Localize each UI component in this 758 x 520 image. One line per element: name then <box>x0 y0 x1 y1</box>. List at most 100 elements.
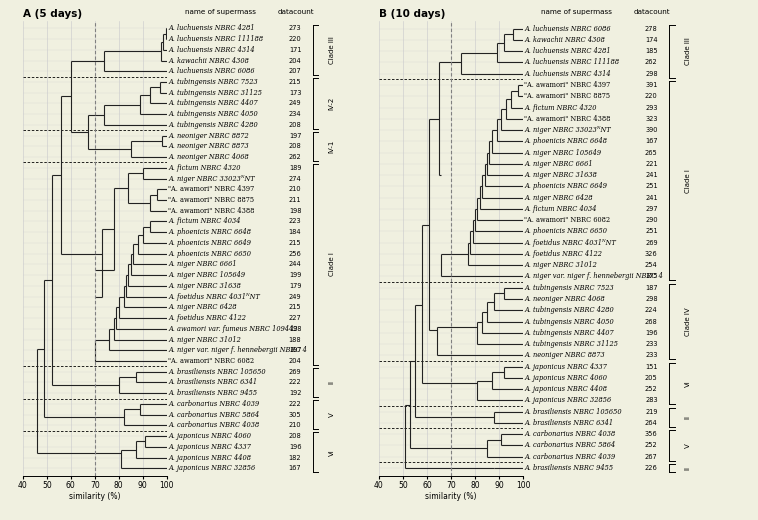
Text: Clade III: Clade III <box>684 37 691 65</box>
Text: "A. awamori" NBRC 4388: "A. awamori" NBRC 4388 <box>168 207 255 215</box>
Text: A. neoniger NBRC 4068: A. neoniger NBRC 4068 <box>525 295 605 303</box>
Text: A. neoniger NBRC 8873: A. neoniger NBRC 8873 <box>525 352 605 359</box>
Text: A. foetidus NBRC 4031ᴺNT: A. foetidus NBRC 4031ᴺNT <box>525 239 616 246</box>
Text: 298: 298 <box>645 71 658 77</box>
Text: A. tubingensis NBRC 31125: A. tubingensis NBRC 31125 <box>525 340 619 348</box>
Text: A. tubingensis NBRC 4280: A. tubingensis NBRC 4280 <box>525 306 614 314</box>
Text: 173: 173 <box>289 89 302 96</box>
Text: 262: 262 <box>645 59 658 66</box>
Text: 207: 207 <box>289 68 302 74</box>
Text: 297: 297 <box>645 206 658 212</box>
Text: 196: 196 <box>645 330 658 336</box>
X-axis label: similarity (%): similarity (%) <box>69 492 121 501</box>
Text: A. carbonarius NBRC 5864: A. carbonarius NBRC 5864 <box>525 441 615 449</box>
Text: 204: 204 <box>289 58 302 63</box>
Text: A. carbonarius NBRC 4039: A. carbonarius NBRC 4039 <box>168 400 259 408</box>
Text: name of supermass: name of supermass <box>540 9 612 15</box>
Text: 252: 252 <box>645 443 658 448</box>
Text: 215: 215 <box>289 79 302 85</box>
Text: A (5 days): A (5 days) <box>23 9 82 19</box>
Text: A. neoniger NBRC 4068: A. neoniger NBRC 4068 <box>168 153 249 161</box>
Text: 356: 356 <box>645 431 658 437</box>
Text: A. tubingensis NBRC 4050: A. tubingensis NBRC 4050 <box>525 318 614 326</box>
Text: A. japonicus NBRC 4408: A. japonicus NBRC 4408 <box>525 385 607 393</box>
Text: 234: 234 <box>289 111 302 117</box>
Text: A. phoenicis NBRC 6648: A. phoenicis NBRC 6648 <box>525 137 607 145</box>
Text: datacount: datacount <box>277 9 314 15</box>
Text: 187: 187 <box>645 285 658 291</box>
Text: 222: 222 <box>289 401 302 407</box>
Text: 210: 210 <box>289 186 302 192</box>
Text: 220: 220 <box>645 93 658 99</box>
Text: A. luchuensis NBRC 4281: A. luchuensis NBRC 4281 <box>168 24 255 32</box>
Text: "A. awamori" NBRC 4388: "A. awamori" NBRC 4388 <box>525 115 611 123</box>
Text: A. niger NBRC 6661: A. niger NBRC 6661 <box>525 160 593 168</box>
Text: A. luchuensis NBRC 4281: A. luchuensis NBRC 4281 <box>525 47 611 55</box>
Text: A. phoenicis NBRC 6649: A. phoenicis NBRC 6649 <box>525 183 607 190</box>
Text: 211: 211 <box>289 197 302 203</box>
Text: 179: 179 <box>289 283 302 289</box>
Text: V: V <box>328 412 334 417</box>
Text: A. niger NBRC 31012: A. niger NBRC 31012 <box>525 261 597 269</box>
Text: 189: 189 <box>289 165 302 171</box>
Text: A. brasiliensis NBRC 6341: A. brasiliensis NBRC 6341 <box>525 419 613 427</box>
Text: A. fictum NBRC 4034: A. fictum NBRC 4034 <box>525 205 597 213</box>
Text: A. foetidus NBRC 4122: A. foetidus NBRC 4122 <box>168 314 246 322</box>
Text: 222: 222 <box>289 380 302 385</box>
Text: A. niger NBRC 6661: A. niger NBRC 6661 <box>168 261 236 268</box>
Text: A. tubingensis NBRC 4050: A. tubingensis NBRC 4050 <box>168 110 258 118</box>
Text: 262: 262 <box>289 154 302 160</box>
Text: A. carbonarius NBRC 4038: A. carbonarius NBRC 4038 <box>168 421 259 430</box>
Text: A. foetidus NBRC 4031ᴺNT: A. foetidus NBRC 4031ᴺNT <box>168 293 260 301</box>
Text: 251: 251 <box>645 228 658 235</box>
Text: B (10 days): B (10 days) <box>379 9 446 19</box>
Text: V: V <box>684 443 691 448</box>
Text: A. brasiliensis NBRC 9455: A. brasiliensis NBRC 9455 <box>168 389 257 397</box>
Text: 215: 215 <box>289 240 302 246</box>
Text: VI: VI <box>328 449 334 456</box>
Text: A. brasiliensis NBRC 105650: A. brasiliensis NBRC 105650 <box>168 368 266 376</box>
Text: A. neoniger NBRC 8872: A. neoniger NBRC 8872 <box>168 132 249 140</box>
Text: 224: 224 <box>645 307 658 313</box>
Text: "A. awamori" NBRC 4397: "A. awamori" NBRC 4397 <box>525 81 611 89</box>
Text: A. niger NBRC 31638: A. niger NBRC 31638 <box>168 282 241 290</box>
Text: A. carbonarius NBRC 4038: A. carbonarius NBRC 4038 <box>525 430 615 438</box>
Text: Clade I: Clade I <box>684 169 691 193</box>
Text: "A. awamori" NBRC 4397: "A. awamori" NBRC 4397 <box>168 185 255 193</box>
Text: A. niger NBRC 33023ᴺNT: A. niger NBRC 33023ᴺNT <box>168 175 255 183</box>
Text: 249: 249 <box>289 294 302 300</box>
Text: A. fictum NBRC 4320: A. fictum NBRC 4320 <box>525 103 597 111</box>
Text: 290: 290 <box>645 217 658 223</box>
Text: 223: 223 <box>289 218 302 225</box>
Text: 196: 196 <box>289 444 302 450</box>
Text: 269: 269 <box>645 240 658 245</box>
Text: A. foetidus NBRC 4122: A. foetidus NBRC 4122 <box>525 250 603 258</box>
Text: IV-2: IV-2 <box>328 97 334 110</box>
Text: A. niger NBRC 31638: A. niger NBRC 31638 <box>525 171 597 179</box>
Text: 390: 390 <box>645 127 658 133</box>
Text: 185: 185 <box>645 48 658 54</box>
Text: 323: 323 <box>645 116 658 122</box>
Text: 283: 283 <box>645 397 658 404</box>
Text: A. tubingensis NBRC 4407: A. tubingensis NBRC 4407 <box>168 99 258 108</box>
Text: 182: 182 <box>289 454 302 461</box>
Text: A. kawachii NBRC 4308: A. kawachii NBRC 4308 <box>168 57 249 64</box>
Text: A. phoenicis NBRC 6648: A. phoenicis NBRC 6648 <box>168 228 251 236</box>
Text: 215: 215 <box>289 304 302 310</box>
Text: A. awamori var. fumeus NBRC 109442: A. awamori var. fumeus NBRC 109442 <box>168 325 298 333</box>
Text: "A. awamori" NBRC 6082: "A. awamori" NBRC 6082 <box>168 357 254 365</box>
Text: A. luchuensis NBRC 111188: A. luchuensis NBRC 111188 <box>168 35 263 43</box>
Text: 220: 220 <box>289 36 302 42</box>
Text: A. tubingensis NBRC 4407: A. tubingensis NBRC 4407 <box>525 329 614 337</box>
Text: A. niger NBRC 6428: A. niger NBRC 6428 <box>525 193 593 202</box>
Text: 204: 204 <box>289 358 302 364</box>
Text: A. niger NBRC 33023ᴺNT: A. niger NBRC 33023ᴺNT <box>525 126 611 134</box>
Text: 233: 233 <box>645 352 658 358</box>
Text: 249: 249 <box>289 100 302 107</box>
Text: A. japonicus NBRC 4408: A. japonicus NBRC 4408 <box>168 453 251 462</box>
Text: 305: 305 <box>289 412 302 418</box>
Text: 198: 198 <box>289 208 302 214</box>
Text: Clade III: Clade III <box>328 36 334 64</box>
Text: IV-1: IV-1 <box>328 140 334 153</box>
Text: "A. awamori" NBRC 8875: "A. awamori" NBRC 8875 <box>168 196 254 204</box>
